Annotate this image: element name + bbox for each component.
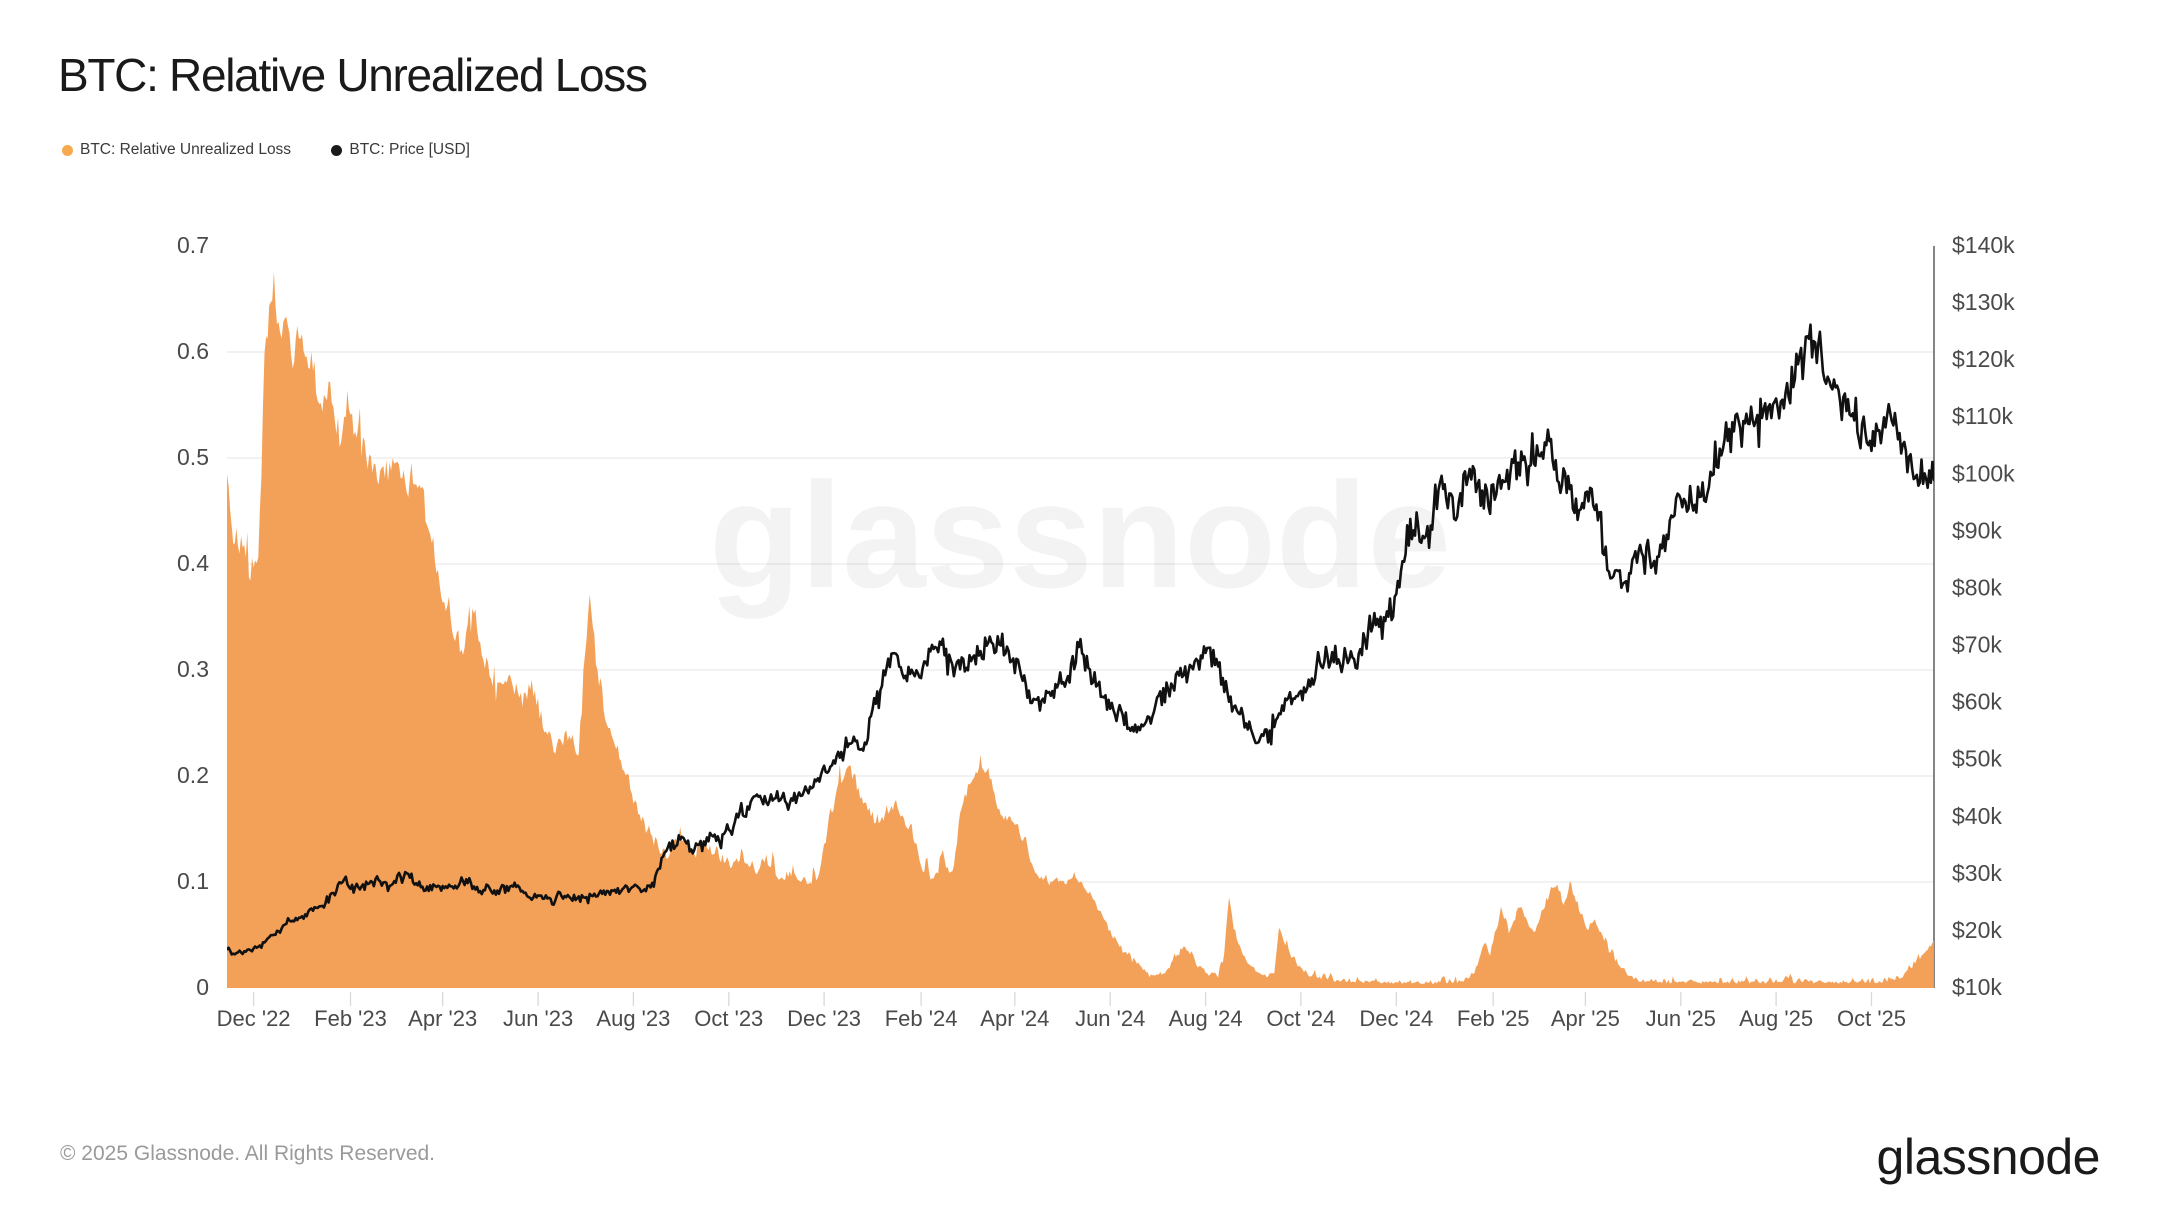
svg-text:Apr '25: Apr '25 [1551,1006,1620,1031]
svg-text:0: 0 [196,974,209,1000]
svg-text:Jun '23: Jun '23 [503,1006,573,1031]
svg-text:$80k: $80k [1952,575,2002,601]
svg-text:$140k: $140k [1952,232,2015,258]
svg-text:Aug '25: Aug '25 [1739,1006,1813,1031]
svg-text:Dec '24: Dec '24 [1359,1006,1433,1031]
svg-text:$60k: $60k [1952,689,2002,715]
svg-text:Aug '23: Aug '23 [596,1006,670,1031]
svg-text:glassnode: glassnode [709,451,1451,619]
svg-text:$30k: $30k [1952,860,2002,886]
svg-text:Apr '23: Apr '23 [408,1006,477,1031]
svg-text:Apr '24: Apr '24 [980,1006,1049,1031]
svg-text:$50k: $50k [1952,746,2002,772]
svg-text:Aug '24: Aug '24 [1169,1006,1243,1031]
svg-text:Dec '22: Dec '22 [217,1006,291,1031]
svg-text:0.1: 0.1 [177,868,209,894]
svg-text:$10k: $10k [1952,974,2002,1000]
svg-text:0.3: 0.3 [177,656,209,682]
svg-text:$90k: $90k [1952,517,2002,543]
svg-text:$100k: $100k [1952,460,2015,486]
svg-text:$40k: $40k [1952,803,2002,829]
svg-text:$110k: $110k [1952,403,2013,429]
svg-text:Feb '25: Feb '25 [1457,1006,1530,1031]
svg-text:Oct '24: Oct '24 [1266,1006,1335,1031]
svg-text:$120k: $120k [1952,346,2015,372]
svg-text:Dec '23: Dec '23 [787,1006,861,1031]
svg-text:0.4: 0.4 [177,550,209,576]
svg-text:0.5: 0.5 [177,444,209,470]
svg-text:Oct '23: Oct '23 [694,1006,763,1031]
svg-text:0.2: 0.2 [177,762,209,788]
svg-text:$130k: $130k [1952,289,2015,315]
svg-text:0.6: 0.6 [177,338,209,364]
svg-text:0.7: 0.7 [177,232,209,258]
svg-text:Jun '24: Jun '24 [1075,1006,1145,1031]
svg-text:Feb '24: Feb '24 [885,1006,958,1031]
svg-text:$20k: $20k [1952,917,2002,943]
svg-text:$70k: $70k [1952,632,2002,658]
svg-text:Jun '25: Jun '25 [1646,1006,1716,1031]
svg-text:Oct '25: Oct '25 [1837,1006,1906,1031]
svg-text:Feb '23: Feb '23 [314,1006,387,1031]
